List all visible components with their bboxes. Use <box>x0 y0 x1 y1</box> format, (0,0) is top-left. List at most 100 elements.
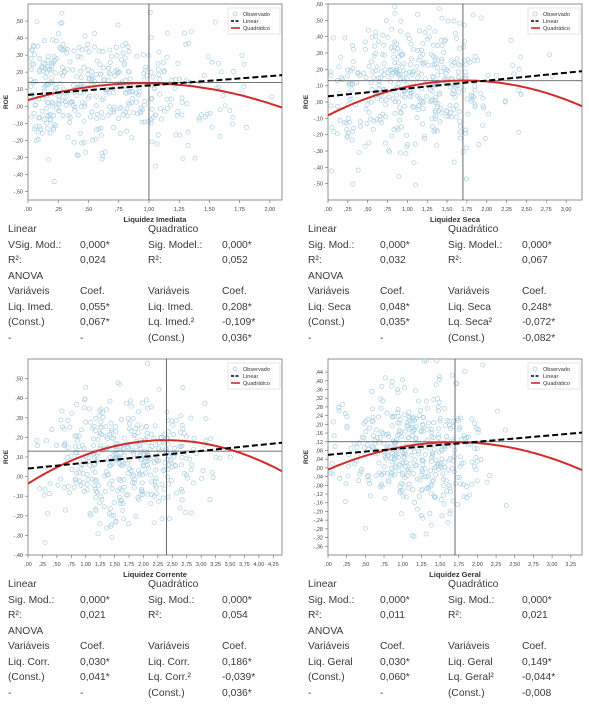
scatter-point <box>464 495 470 501</box>
scatter-point <box>37 69 42 75</box>
stats-cell: Sig. Mod.: <box>148 594 195 606</box>
y-tick-label: -,24 <box>314 518 323 524</box>
scatter-point <box>393 70 399 75</box>
scatter-point <box>91 483 97 489</box>
y-tick-label: -,12 <box>314 492 323 498</box>
scatter-point <box>81 140 87 146</box>
legend-label-observed: Observado <box>543 12 570 18</box>
scatter-point <box>435 461 441 467</box>
x-tick-label: 1,75 <box>462 207 473 213</box>
scatter-point <box>367 481 373 487</box>
stats-row: Variáveis Coef. Variáveis Coef. <box>308 286 588 302</box>
scatter-point <box>502 99 508 105</box>
scatter-point <box>95 531 101 537</box>
scatter-point <box>436 399 442 405</box>
scatter-point <box>152 423 158 429</box>
scatter-point <box>129 135 135 141</box>
scatter-point <box>72 107 78 113</box>
scatter-point <box>443 478 449 484</box>
scatter-point <box>404 132 410 138</box>
scatter-point <box>337 476 343 481</box>
scatter-point <box>62 98 68 104</box>
stats-row: - - (Const.) -0,008 <box>308 688 588 704</box>
stats-cell: R²: <box>148 610 162 621</box>
scatter-point <box>422 359 427 364</box>
stats-cell: 0,041* <box>80 672 110 683</box>
scatter-point <box>37 56 43 61</box>
scatter-point <box>431 420 436 426</box>
scatter-point <box>111 107 117 113</box>
scatter-group <box>328 4 555 188</box>
scatter-point <box>423 531 429 537</box>
stats-cell: Sig. Model.: <box>448 239 503 251</box>
scatter-point <box>108 462 114 468</box>
scatter-point <box>370 69 376 75</box>
scatter-point <box>340 77 345 82</box>
scatter-point <box>58 476 64 482</box>
scatter-point <box>474 446 480 452</box>
scatter-point <box>35 43 41 49</box>
scatter-point <box>182 471 187 476</box>
scatter-point <box>478 15 484 21</box>
scatter-point <box>457 424 463 430</box>
scatter-point <box>416 451 422 457</box>
scatter-point <box>400 68 406 74</box>
scatter-point <box>415 70 421 75</box>
scatter-point <box>115 70 120 76</box>
scatter-point <box>171 454 177 460</box>
scatter-point <box>369 59 374 65</box>
y-tick-label: -,20 <box>14 514 23 520</box>
scatter-point <box>351 125 357 131</box>
scatter-point <box>173 132 179 138</box>
scatter-point <box>49 75 54 81</box>
scatter-point <box>397 28 403 34</box>
stats-cell: 0,000* <box>80 239 110 251</box>
stats-cell: ANOVA <box>308 625 344 637</box>
stats-row: ANOVA <box>8 626 288 642</box>
scatter-point <box>99 497 105 503</box>
scatter-point <box>78 54 84 60</box>
scatter-point <box>448 58 454 64</box>
stats-cell: Sig. Mod.: <box>308 239 355 251</box>
scatter-point <box>399 459 405 465</box>
scatter-point <box>120 50 126 56</box>
scatter-point <box>436 426 441 432</box>
x-tick-label: ,50 <box>53 562 61 568</box>
stats-cell: 0,021 <box>522 610 548 621</box>
y-tick-label: ,00 <box>15 475 23 481</box>
x-axis-label: Liquidez Seca <box>430 215 481 224</box>
y-tick-label: -,40 <box>314 165 323 171</box>
scatter-point <box>402 449 408 455</box>
scatter-point <box>344 423 350 429</box>
x-tick-label: 2,00 <box>138 562 149 568</box>
scatter-point <box>436 377 442 382</box>
scatter-point <box>59 20 65 26</box>
scatter-point <box>110 90 116 96</box>
stats-cell: Lq. Imed.² <box>148 317 195 328</box>
scatter-point <box>518 54 524 60</box>
scatter-point <box>98 443 104 449</box>
scatter-point <box>230 114 236 120</box>
scatter-point <box>464 145 470 151</box>
scatter-point <box>376 414 382 420</box>
y-tick-label: -,30 <box>14 533 23 539</box>
scatter-point <box>472 104 478 110</box>
scatter-point <box>369 419 375 425</box>
scatter-point <box>465 57 471 63</box>
stats-row: Liq. Corr. 0,030* Liq. Corr. 0,186* <box>8 657 288 673</box>
scatter-point <box>429 98 435 103</box>
stats-row: Linear Quadrático <box>308 224 588 240</box>
scatter-point <box>438 497 444 503</box>
scatter-point <box>199 476 204 481</box>
stats-cell: - <box>308 332 312 344</box>
stats-cell: Variáveis <box>8 286 50 297</box>
y-tick-label: -,28 <box>314 527 323 533</box>
scatter-point <box>473 467 479 473</box>
y-tick-label: -,32 <box>314 536 323 542</box>
stats-table-liquidez-seca: Linear Quadrático Sig. Mod.: 0,000* Sig. Mod… <box>308 224 588 348</box>
scatter-point <box>397 49 403 55</box>
scatter-point <box>404 144 410 150</box>
x-tick-label: ,50 <box>85 207 93 213</box>
stats-cell: 0,186* <box>222 656 252 668</box>
